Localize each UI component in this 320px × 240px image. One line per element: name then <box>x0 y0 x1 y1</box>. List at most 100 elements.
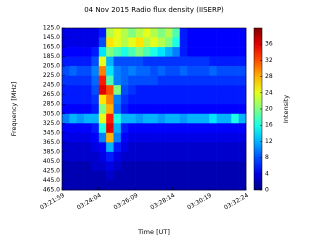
heat-cell <box>157 123 166 134</box>
heat-cell <box>98 161 107 172</box>
x-tick-label: 03:24:04 <box>76 192 103 212</box>
heat-cell <box>179 180 188 191</box>
heat-cell <box>76 161 85 172</box>
heat-cell <box>216 85 225 96</box>
heat-cell <box>98 113 107 124</box>
heat-cell <box>98 66 107 76</box>
heat-cell <box>142 75 151 86</box>
heat-cell <box>194 180 203 191</box>
heat-cell <box>84 123 92 134</box>
colorbar-tick-label: 24 <box>265 89 273 96</box>
heat-cell <box>194 75 203 86</box>
heat-cell <box>120 132 129 143</box>
heat-cell <box>209 28 217 38</box>
heat-cell <box>201 151 210 162</box>
heat-cell <box>91 161 100 172</box>
heat-cell <box>238 151 247 162</box>
heat-cell <box>76 104 85 115</box>
heat-cell <box>172 142 181 153</box>
heat-cell <box>172 161 181 172</box>
heat-cell <box>128 28 136 38</box>
heat-cell <box>113 180 122 191</box>
heat-cell <box>179 47 188 57</box>
colorbar-tick-label: 28 <box>265 73 273 80</box>
heat-cell <box>150 47 158 57</box>
heat-cell <box>201 113 210 124</box>
heat-cell <box>106 47 114 57</box>
heat-cell <box>106 28 114 38</box>
heat-cell <box>216 151 225 162</box>
heat-cell <box>231 28 239 38</box>
heat-cell <box>187 161 195 172</box>
heat-cell <box>91 123 100 134</box>
heat-cell <box>98 151 107 162</box>
heat-cell <box>231 94 239 105</box>
heat-cell <box>62 94 70 105</box>
heat-cell <box>106 37 114 48</box>
heat-cell <box>142 37 151 48</box>
heat-cell <box>142 113 151 124</box>
heat-cell <box>84 161 92 172</box>
heat-cell <box>142 85 151 96</box>
heat-cell <box>238 37 247 48</box>
heat-cell <box>172 170 181 181</box>
heat-cell <box>238 123 247 134</box>
heat-cell <box>62 113 70 124</box>
heat-cell <box>157 28 166 38</box>
heat-cell <box>194 104 203 115</box>
y-tick-label: 385.0 <box>43 148 60 155</box>
heat-cell <box>223 66 232 76</box>
heat-cell <box>216 66 225 76</box>
heat-cell <box>98 170 107 181</box>
heat-cell <box>238 180 247 191</box>
heat-cell <box>91 66 100 76</box>
heat-cell <box>179 161 188 172</box>
heat-cell <box>128 85 136 96</box>
heat-cell <box>179 151 188 162</box>
heat-cell <box>187 94 195 105</box>
heat-cell <box>223 180 232 191</box>
heat-cell <box>62 37 70 48</box>
x-tick-label: 03:32:24 <box>223 192 250 212</box>
heat-cell <box>106 180 114 191</box>
heat-cell <box>91 151 100 162</box>
heat-cell <box>179 66 188 76</box>
heat-cell <box>135 66 144 76</box>
heat-cell <box>172 94 181 105</box>
heat-cell <box>150 123 158 134</box>
heat-cell <box>157 132 166 143</box>
colorbar-tick-label: 16 <box>265 122 273 129</box>
heat-cell <box>165 85 173 96</box>
heat-cell <box>135 113 144 124</box>
heat-cell <box>187 37 195 48</box>
heat-cell <box>84 85 92 96</box>
heat-cell <box>76 123 85 134</box>
heat-cell <box>128 161 136 172</box>
heat-cell <box>76 142 85 153</box>
heat-cell <box>165 28 173 38</box>
heat-cell <box>135 123 144 134</box>
heat-cell <box>69 113 78 124</box>
heat-cell <box>113 75 122 86</box>
heat-cell <box>157 56 166 67</box>
heat-cell <box>113 151 122 162</box>
heat-cell <box>91 28 100 38</box>
heat-cell <box>187 151 195 162</box>
heat-cell <box>172 85 181 96</box>
heat-cell <box>165 94 173 105</box>
heat-cell <box>187 104 195 115</box>
heat-cell <box>120 161 129 172</box>
heat-cell <box>76 151 85 162</box>
heat-cell <box>84 37 92 48</box>
heat-cell <box>216 28 225 38</box>
heat-cell <box>91 37 100 48</box>
heat-cell <box>91 56 100 67</box>
heat-cell <box>69 132 78 143</box>
colorbar-tick-label: 12 <box>265 138 273 145</box>
heat-cell <box>142 28 151 38</box>
heat-cell <box>187 132 195 143</box>
heat-cell <box>106 170 114 181</box>
heat-cell <box>201 56 210 67</box>
heat-cell <box>165 151 173 162</box>
heat-cell <box>98 56 107 67</box>
